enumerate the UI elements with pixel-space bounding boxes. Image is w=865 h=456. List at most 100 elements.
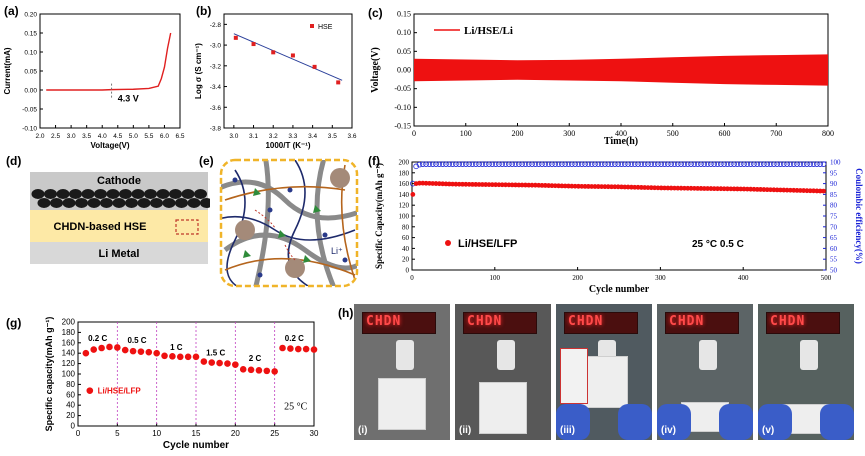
photo-label: (ii) <box>459 425 472 436</box>
capacity-point <box>224 360 231 367</box>
ce-point <box>489 161 496 167</box>
ce-point <box>486 161 492 167</box>
y-tick-label: 180 <box>399 169 410 177</box>
ce-point <box>555 161 562 167</box>
x-tick-label: 0 <box>410 274 414 282</box>
panel-b: (b) 3.0 3.1 3.2 3.3 3.4 3.5 3.6 -2.8 -3.0 -3.2 -3.… <box>192 0 362 150</box>
ce-point <box>426 161 433 167</box>
x-tick-label: 300 <box>655 274 666 282</box>
capacity-point <box>691 185 697 191</box>
ce-point <box>820 161 827 167</box>
li-ion <box>257 272 263 278</box>
ce-point <box>436 161 443 167</box>
panel-a: (a) 2.0 2.5 3.0 3.5 4.0 4.5 5.0 5.5 6.0 6.5 -0.10 -… <box>0 0 190 150</box>
panel-f: (f) 0 100 200 300 400 500 0 20 40 60 80 100 120 140 16… <box>362 150 865 295</box>
ce-point <box>780 161 787 167</box>
panel-d: (d) Cathode CHDN-based HSE Li Metal <box>0 150 213 295</box>
capacity-point <box>708 186 714 191</box>
y-tick-label: 100 <box>62 370 76 379</box>
ce-point <box>535 161 542 167</box>
li-metal-layer <box>30 242 208 264</box>
y2-tick-label: 75 <box>830 213 838 221</box>
polymer-strand <box>226 169 246 286</box>
y2-tick-label: 70 <box>830 223 838 231</box>
x-tick-label: 3.3 <box>288 133 297 140</box>
ce-point <box>774 161 780 167</box>
demo-photo: CHDN (iii) <box>556 304 652 440</box>
chart-c: 0 100 200 300 400 500 600 700 800 0.15 0.10 0.05 0.0… <box>370 10 834 148</box>
y-tick-label: 100 <box>399 213 410 221</box>
x-tick-label: 6.5 <box>175 133 184 140</box>
ce-point <box>463 161 469 167</box>
x-axis-label: 1000/T (K⁻¹) <box>265 141 310 150</box>
ce-point <box>569 161 575 167</box>
ce-point <box>605 161 612 167</box>
crosslinker <box>278 230 286 238</box>
ce-point <box>747 161 754 167</box>
capacity-point <box>513 182 518 188</box>
photo-label: (iii) <box>560 425 575 436</box>
capacity-point <box>106 343 113 351</box>
ce-point <box>757 161 764 167</box>
x-tick-label: 20 <box>231 429 240 438</box>
ce-point <box>731 161 737 167</box>
legend-label: HSE <box>318 24 333 31</box>
y-tick-label: 140 <box>399 191 410 199</box>
capacity-point <box>216 359 223 367</box>
capacity-point <box>208 359 216 366</box>
ce-point <box>767 161 774 167</box>
capacity-point <box>602 184 608 190</box>
ce-point <box>678 161 684 167</box>
panel-c: (c) 0 100 200 300 400 500 600 700 800 0.15 0.10 0.0… <box>362 0 865 150</box>
y-tick-label: 40 <box>66 401 75 410</box>
x-tick-label: 3.6 <box>347 133 356 140</box>
led-sign <box>463 312 537 334</box>
led-sign <box>766 312 840 334</box>
capacity-point <box>456 181 462 187</box>
capacity-point <box>595 184 601 189</box>
capacity-point <box>682 185 687 191</box>
capacity-point <box>715 186 720 192</box>
capacity-point <box>463 181 469 187</box>
x-tick-label: 5.0 <box>129 133 138 140</box>
ce-point <box>794 161 800 167</box>
ce-point <box>645 161 651 167</box>
plot-frame <box>39 13 181 129</box>
panel-h-label: (h) <box>338 306 354 320</box>
x-axis-label: Cycle number <box>163 440 229 451</box>
capacity-point <box>417 180 422 186</box>
polymer-chain <box>252 160 271 286</box>
cathode-particle <box>125 198 138 208</box>
x-tick-label: 500 <box>667 129 679 138</box>
ce-point <box>708 161 714 167</box>
cathode-particle <box>56 189 70 199</box>
ce-point <box>724 161 731 167</box>
clip-holder <box>699 340 717 370</box>
ce-point <box>625 161 631 167</box>
cathode-particle <box>106 189 120 199</box>
polymer-strand <box>224 185 346 201</box>
ce-point <box>429 161 436 167</box>
y-axis-label: Current(mA) <box>3 47 12 94</box>
capacity-point <box>506 182 512 188</box>
ce-point <box>711 161 718 167</box>
panel-a-label: (a) <box>4 4 19 18</box>
capacity-point <box>294 345 302 353</box>
ce-point <box>777 161 784 167</box>
hse-zoom-box <box>175 219 199 235</box>
ce-point <box>628 161 635 167</box>
lsv-curve <box>46 32 172 91</box>
capacity-point <box>493 182 499 188</box>
capacity-point <box>821 188 826 194</box>
panel-f-label: (f) <box>368 154 380 168</box>
cathode-particle <box>112 198 126 208</box>
ce-point <box>592 161 598 167</box>
ce-point <box>598 161 605 167</box>
capacity-point <box>698 186 704 191</box>
ce-point <box>549 161 555 167</box>
crosslinker <box>243 250 251 258</box>
cathode-label: Cathode <box>97 175 141 187</box>
crosslinker <box>313 205 321 213</box>
panel-e-label: (e) <box>199 154 214 168</box>
y-axis-label: Specific Capacity(mAh g⁻¹) <box>374 163 384 269</box>
